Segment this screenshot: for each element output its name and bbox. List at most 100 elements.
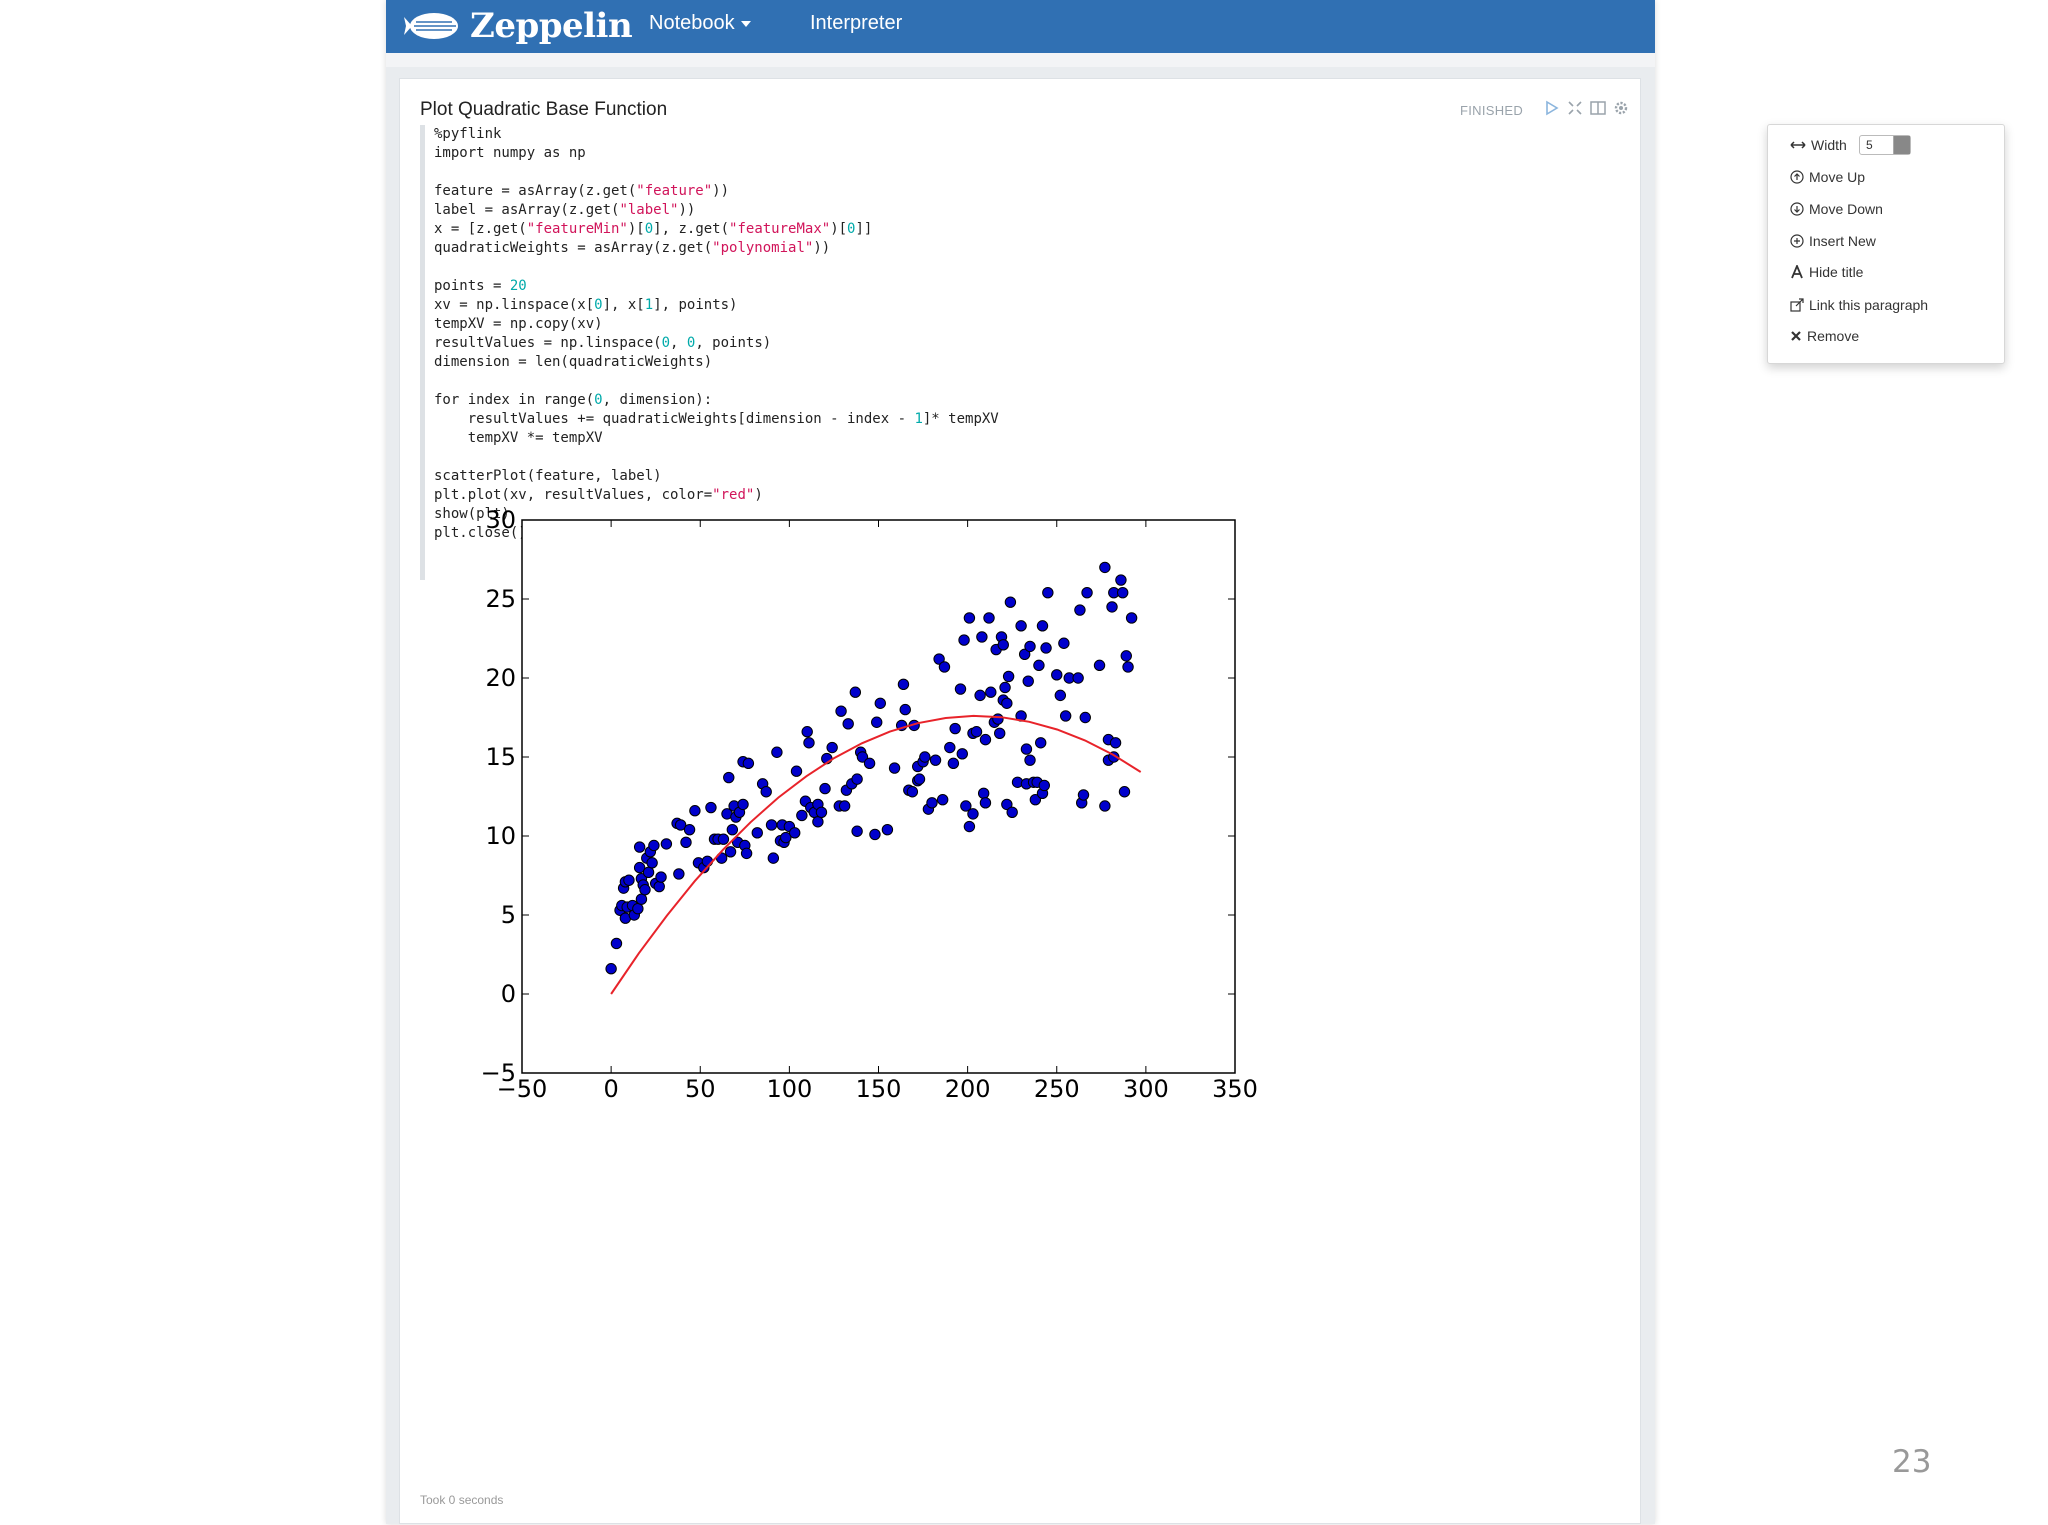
scatter-point — [680, 836, 692, 849]
scatter-point — [1042, 586, 1054, 599]
scatter-point — [1099, 561, 1111, 574]
paragraph-settings-menu: Width 5 Move Up Move Down Insert — [1767, 124, 2005, 364]
y-tick-label: 25 — [485, 585, 516, 613]
scatter-point — [947, 757, 960, 770]
scatter-point — [999, 681, 1011, 694]
scatter-point — [1001, 798, 1013, 811]
scatter-point — [660, 838, 673, 850]
notebook-menu[interactable]: Notebook — [649, 0, 751, 46]
scatter-point — [815, 806, 828, 818]
scatter-point — [633, 861, 646, 874]
scatter-point — [1029, 793, 1042, 806]
code-line: resultValues += quadraticWeights[dimensi… — [434, 411, 999, 427]
plus-circle-icon — [1790, 234, 1804, 248]
menu-width-label: Width — [1811, 137, 1847, 153]
scatter-point — [635, 893, 648, 905]
scatter-point — [683, 823, 696, 836]
scatter-point — [623, 874, 635, 886]
y-tick-label: 20 — [485, 664, 516, 692]
interpreter-link[interactable]: Interpreter — [810, 0, 902, 46]
menu-link-paragraph[interactable]: Link this paragraph — [1790, 297, 1928, 313]
run-icon[interactable] — [1543, 99, 1561, 117]
scatter-point — [967, 808, 979, 820]
width-select[interactable]: 5 — [1859, 135, 1911, 155]
scatter-point — [826, 741, 838, 754]
scatter-point — [790, 765, 803, 777]
code-editor[interactable]: %pyflink import numpy as np feature = as… — [420, 125, 1425, 580]
paragraph-status: FINISHED — [1460, 103, 1524, 118]
scatter-point — [1059, 710, 1072, 722]
scatter-point — [767, 852, 780, 864]
x-tick-label: 100 — [766, 1075, 812, 1103]
scatter-point — [1036, 620, 1049, 632]
scatter-point — [639, 884, 651, 896]
scatter-point — [835, 705, 847, 717]
code-line: x = [z.get("featureMin")[0], z.get("feat… — [434, 221, 873, 237]
collapse-icon[interactable] — [1566, 99, 1584, 117]
scatter-point — [979, 733, 992, 746]
code-line: scatterPlot(feature, label) — [434, 468, 662, 484]
scatter-point — [1002, 670, 1015, 683]
brand[interactable]: Zeppelin — [402, 2, 633, 50]
scatter-point — [933, 653, 945, 665]
scatter-point — [871, 716, 883, 728]
scatter-point — [760, 786, 772, 798]
scatter-point — [897, 678, 910, 691]
scatter-point — [992, 713, 1004, 725]
scatter-point — [1022, 675, 1034, 687]
book-icon[interactable] — [1589, 99, 1607, 117]
scatter-point — [610, 937, 623, 950]
scatter-point — [974, 689, 986, 702]
menu-insert-new[interactable]: Insert New — [1790, 233, 1876, 249]
slide-number: 23 — [1892, 1444, 1932, 1480]
menu-move-up[interactable]: Move Up — [1790, 169, 1865, 185]
scatter-point — [963, 820, 976, 833]
scatter-point — [771, 746, 783, 758]
scatter-point — [979, 797, 992, 809]
scatter-point — [881, 823, 894, 836]
scatter-point — [737, 798, 749, 811]
paragraph-title[interactable]: Plot Quadratic Base Function — [420, 99, 668, 120]
scatter-point — [632, 902, 644, 915]
scatter-point — [976, 631, 988, 643]
scatter-point — [653, 880, 665, 893]
scatter-point — [674, 819, 687, 831]
x-tick-label: −50 — [497, 1075, 548, 1103]
font-icon — [1791, 265, 1803, 279]
menu-hide-title[interactable]: Hide title — [1790, 264, 1863, 280]
scatter-point — [1001, 697, 1013, 709]
scatter-point — [1109, 737, 1122, 749]
scatter-point — [1117, 586, 1129, 599]
scatter-point — [789, 827, 801, 839]
code-line: feature = asArray(z.get("feature")) — [434, 183, 730, 199]
width-spinner-icon[interactable] — [1893, 136, 1910, 154]
scatter-point — [646, 857, 658, 869]
settings-gear-icon[interactable] — [1612, 99, 1630, 117]
scatter-point — [633, 841, 646, 853]
code-line: for index in range(0, dimension): — [434, 392, 713, 408]
navbar-spacer — [386, 53, 1655, 67]
scatter-point — [863, 757, 876, 770]
scatter-point — [1020, 743, 1033, 755]
scatter-point — [944, 741, 956, 754]
scatter-point — [605, 963, 617, 975]
scatter-point — [849, 686, 862, 698]
x-tick-label: 50 — [685, 1075, 716, 1103]
code-line: label = asArray(z.get("label")) — [434, 202, 696, 218]
x-tick-label: 0 — [603, 1075, 618, 1103]
zeppelin-window: Zeppelin Notebook Interpreter Plot Quadr… — [386, 0, 2005, 1524]
scatter-point — [1038, 779, 1050, 792]
scatter-point — [985, 686, 997, 698]
menu-move-down-label: Move Down — [1809, 201, 1883, 217]
scatter-point — [1033, 659, 1045, 672]
plot-frame — [521, 519, 1236, 1074]
scatter-point — [1093, 659, 1106, 672]
scatter-point — [1074, 604, 1086, 616]
scatter-point — [1125, 612, 1138, 624]
scatter-point — [1106, 601, 1118, 613]
menu-remove[interactable]: Remove — [1790, 328, 1859, 344]
scatter-point — [970, 726, 983, 738]
scatter-point — [1081, 586, 1093, 599]
menu-move-down[interactable]: Move Down — [1790, 201, 1883, 217]
code-line: resultValues = np.linspace(0, 0, points) — [434, 335, 772, 351]
